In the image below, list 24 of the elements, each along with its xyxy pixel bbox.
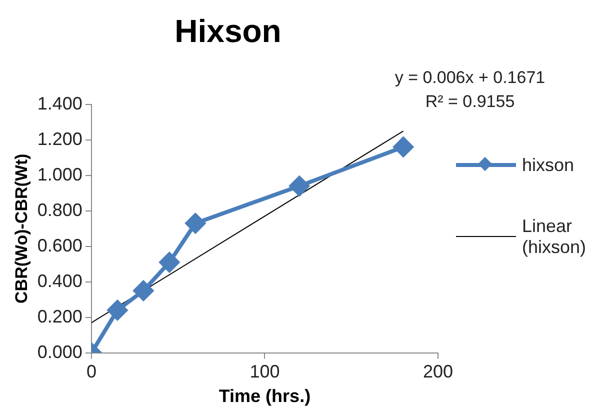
y-axis-title: CBR(Wo)-CBR(Wt) xyxy=(12,154,31,304)
x-axis-title: Time (hrs.) xyxy=(218,386,311,406)
point xyxy=(393,136,414,157)
point xyxy=(159,252,180,272)
point xyxy=(185,213,206,234)
legend-label: Linear (hixson) xyxy=(522,216,588,258)
annotation: R² = 0.9155 xyxy=(424,91,516,113)
y-tick-label: 0.200 xyxy=(37,306,82,326)
y-tick-label: 0.400 xyxy=(37,270,82,291)
y-tick-label: 1.400 xyxy=(37,93,82,114)
x-tick-label: 0 xyxy=(86,362,96,382)
point xyxy=(289,176,310,196)
chart-title: Hixson xyxy=(174,13,282,50)
y-tick-label: 1.000 xyxy=(37,164,82,184)
y-tick-label: 1.200 xyxy=(37,128,82,149)
x-tick-label: 200 xyxy=(422,362,454,382)
text: y = 0.006x + 0.1671 xyxy=(394,67,546,89)
x-tick-label: 100 xyxy=(250,362,280,382)
y-tick-label: 0.800 xyxy=(37,200,82,220)
point xyxy=(133,280,154,301)
y-tick-label: 0.000 xyxy=(37,342,82,362)
point xyxy=(107,300,128,320)
legend-label: hixson xyxy=(522,154,576,176)
y-tick-label: 0.600 xyxy=(37,235,82,256)
